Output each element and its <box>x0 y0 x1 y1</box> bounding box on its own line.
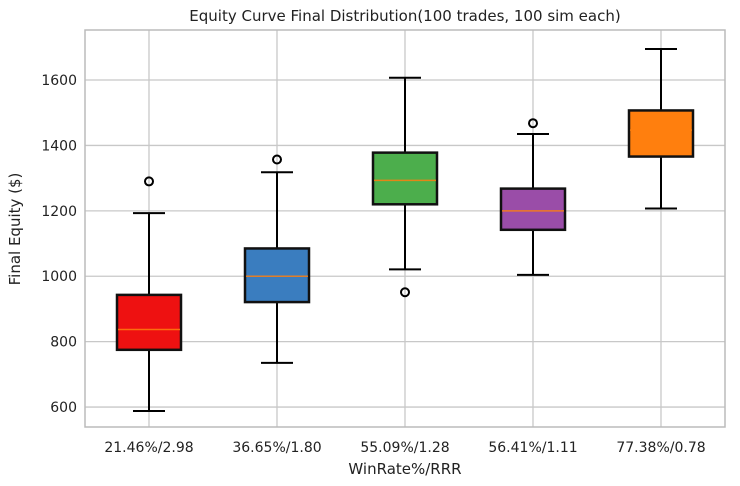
outlier-point <box>528 118 538 129</box>
y-tick-label: 800 <box>50 335 77 351</box>
y-tick-label: 600 <box>50 400 77 416</box>
box-3 <box>371 76 439 298</box>
y-tick-label: 1600 <box>41 73 77 89</box>
x-tick-label: 56.41%/1.11 <box>488 440 577 456</box>
y-tick-label: 1200 <box>41 204 77 220</box>
y-tick-label: 1000 <box>41 269 77 285</box>
outlier-point <box>144 176 154 187</box>
x-ticks: 21.46%/2.98 36.65%/1.80 55.09%/1.28 56.41%/… <box>104 440 705 456</box>
x-tick-label: 21.46%/2.98 <box>104 440 193 456</box>
x-tick-label: 36.65%/1.80 <box>232 440 321 456</box>
box-iqr <box>499 187 567 232</box>
box-4 <box>499 118 567 276</box>
box-5 <box>627 47 695 210</box>
box-iqr <box>243 247 311 304</box>
outlier-point <box>400 287 410 298</box>
y-axis-label: Final Equity ($) <box>6 173 24 286</box>
box-iqr <box>371 151 439 206</box>
box-2 <box>243 154 311 364</box>
box-1 <box>115 176 183 412</box>
chart-title: Equity Curve Final Distribution(100 trad… <box>189 7 620 25</box>
y-ticks: 600 800 1000 1200 1400 1600 <box>41 73 77 416</box>
plot-frame <box>84 29 726 428</box>
box-iqr <box>627 109 695 158</box>
outlier-point <box>272 154 282 165</box>
x-axis-label: WinRate%/RRR <box>348 460 461 478</box>
boxes <box>115 47 695 412</box>
box-iqr <box>115 293 183 352</box>
x-tick-label: 77.38%/0.78 <box>616 440 705 456</box>
y-tick-label: 1400 <box>41 138 77 154</box>
x-tick-label: 55.09%/1.28 <box>360 440 449 456</box>
